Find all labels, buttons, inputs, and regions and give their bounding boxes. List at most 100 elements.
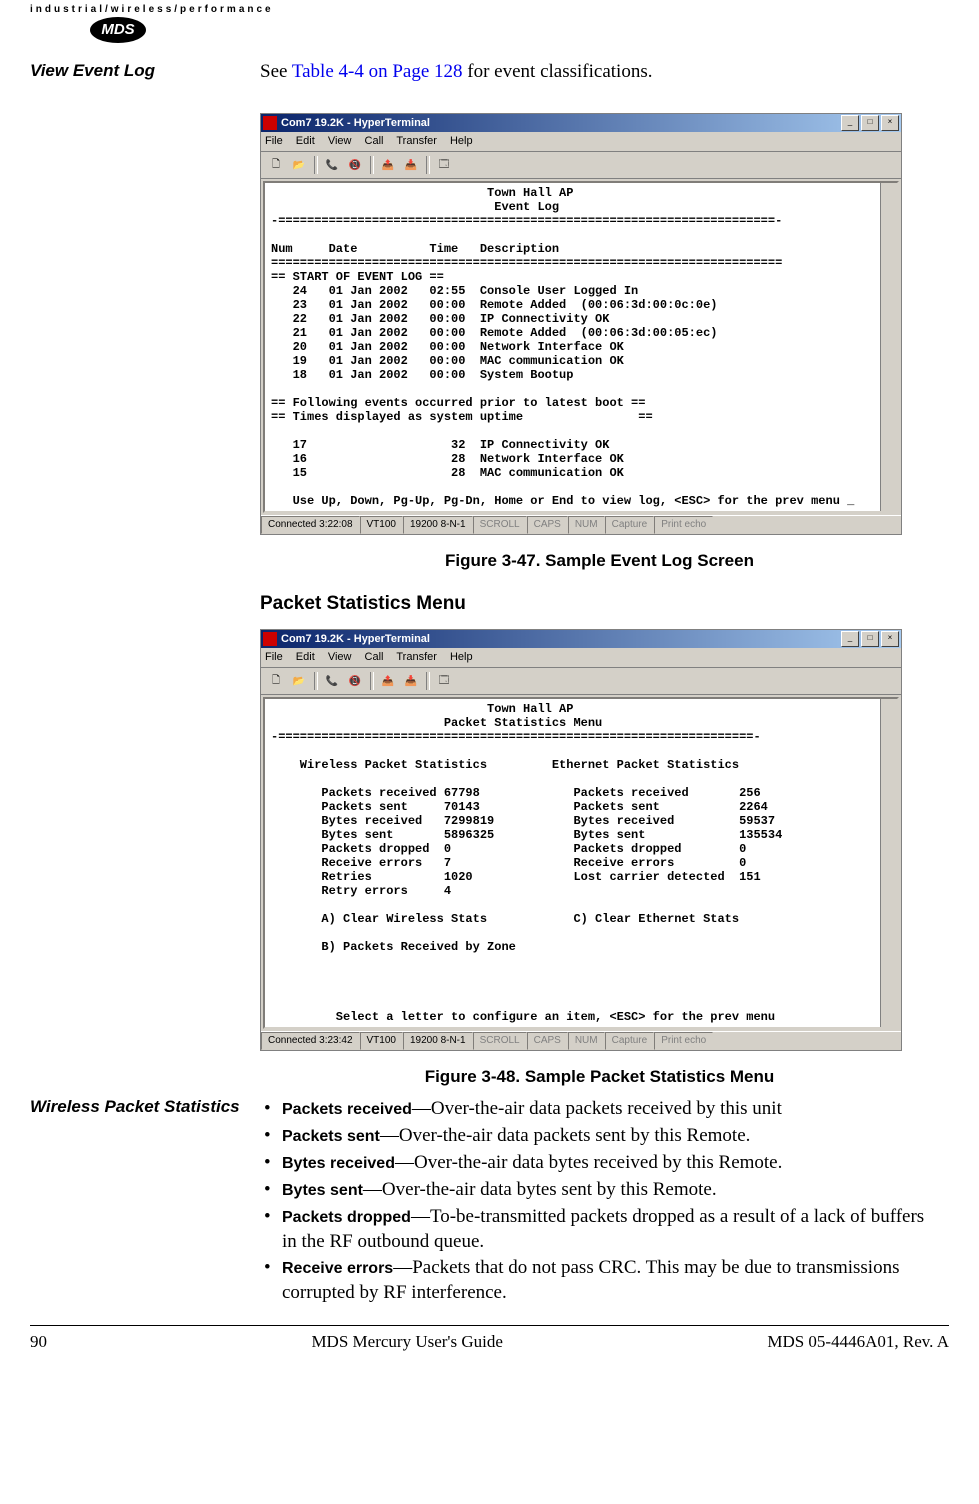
term: Packets dropped [282, 1209, 411, 1226]
heading-wireless-packet-stats: Wireless Packet Statistics [30, 1097, 260, 1117]
row-wireless-stats: Wireless Packet Statistics Packets recei… [30, 1097, 949, 1307]
event-log-terminal: Com7 19.2K - HyperTerminal _ □ × File Ed… [260, 113, 902, 535]
description: —Over-the-air data bytes sent by this Re… [363, 1179, 717, 1200]
toolbar-open-icon[interactable]: 📂 [288, 155, 310, 175]
minimize-button[interactable]: _ [841, 631, 859, 647]
description: —Over-the-air data packets sent by this … [380, 1125, 751, 1146]
toolbar-send-icon[interactable]: 📤 [377, 155, 399, 175]
toolbar-call-icon[interactable]: 📞 [321, 671, 343, 691]
toolbar-new-icon[interactable]: 🗋 [265, 155, 287, 175]
term: Receive errors [282, 1260, 393, 1277]
status-caps: CAPS [527, 1032, 568, 1050]
menu-view[interactable]: View [328, 135, 352, 147]
menu-call[interactable]: Call [365, 651, 384, 663]
close-button[interactable]: × [881, 115, 899, 131]
toolbar-open-icon[interactable]: 📂 [288, 671, 310, 691]
menu-edit[interactable]: Edit [296, 651, 315, 663]
description: —Over-the-air data bytes received by thi… [395, 1152, 782, 1173]
status-baud: 19200 8-N-1 [403, 1032, 473, 1050]
menu-bar: File Edit View Call Transfer Help [261, 132, 901, 152]
menu-transfer[interactable]: Transfer [396, 135, 437, 147]
status-emulation: VT100 [360, 516, 403, 534]
intro-suffix: for event classifications. [463, 61, 653, 82]
toolbar-hangup-icon[interactable]: 📵 [344, 155, 366, 175]
status-scroll: SCROLL [473, 516, 527, 534]
toolbar: 🗋 📂 📞 📵 📤 📥 🗔 [261, 152, 901, 179]
toolbar-receive-icon[interactable]: 📥 [400, 671, 422, 691]
menu-view[interactable]: View [328, 651, 352, 663]
row-view-event-log: View Event Log See Table 4-4 on Page 128… [30, 61, 949, 1087]
header-tagline: industrial/wireless/performance [30, 0, 949, 15]
status-capture: Capture [605, 516, 655, 534]
maximize-button[interactable]: □ [861, 115, 879, 131]
toolbar-receive-icon[interactable]: 📥 [400, 155, 422, 175]
list-item: Bytes received—Over-the-air data bytes r… [260, 1151, 939, 1176]
status-capture: Capture [605, 1032, 655, 1050]
packet-stats-terminal: Com7 19.2K - HyperTerminal _ □ × File Ed… [260, 629, 902, 1051]
status-num: NUM [568, 1032, 605, 1050]
toolbar-call-icon[interactable]: 📞 [321, 155, 343, 175]
menu-edit[interactable]: Edit [296, 135, 315, 147]
status-print: Print echo [654, 516, 713, 534]
menu-call[interactable]: Call [365, 135, 384, 147]
titlebar: Com7 19.2K - HyperTerminal _ □ × [261, 114, 901, 132]
footer-title: MDS Mercury User's Guide [311, 1332, 502, 1352]
menu-file[interactable]: File [265, 651, 283, 663]
toolbar-separator [314, 672, 318, 690]
description: —Over-the-air data packets received by t… [412, 1098, 782, 1119]
menu-help[interactable]: Help [450, 651, 473, 663]
figure-caption-2: Figure 3-48. Sample Packet Statistics Me… [260, 1067, 939, 1087]
toolbar-separator [426, 672, 430, 690]
toolbar-properties-icon[interactable]: 🗔 [433, 671, 455, 691]
table-reference-link[interactable]: Table 4-4 on Page 128 [292, 61, 463, 82]
heading-packet-stats: Packet Statistics Menu [260, 593, 939, 615]
toolbar-send-icon[interactable]: 📤 [377, 671, 399, 691]
status-caps: CAPS [527, 516, 568, 534]
list-item: Packets sent—Over-the-air data packets s… [260, 1124, 939, 1149]
page-number: 90 [30, 1332, 47, 1352]
bullet-list: Packets received—Over-the-air data packe… [260, 1097, 939, 1305]
minimize-button[interactable]: _ [841, 115, 859, 131]
toolbar-new-icon[interactable]: 🗋 [265, 671, 287, 691]
toolbar-separator [370, 672, 374, 690]
intro-text: See Table 4-4 on Page 128 for event clas… [260, 61, 939, 83]
figure-caption-1: Figure 3-47. Sample Event Log Screen [260, 551, 939, 571]
status-emulation: VT100 [360, 1032, 403, 1050]
toolbar: 🗋 📂 📞 📵 📤 📥 🗔 [261, 668, 901, 695]
term: Bytes sent [282, 1182, 363, 1199]
status-bar: Connected 3:22:08 VT100 19200 8-N-1 SCRO… [261, 515, 901, 534]
menu-help[interactable]: Help [450, 135, 473, 147]
intro-prefix: See [260, 61, 292, 82]
app-icon [263, 116, 277, 130]
list-item: Packets received—Over-the-air data packe… [260, 1097, 939, 1122]
status-num: NUM [568, 516, 605, 534]
status-bar: Connected 3:23:42 VT100 19200 8-N-1 SCRO… [261, 1031, 901, 1050]
app-icon [263, 632, 277, 646]
toolbar-properties-icon[interactable]: 🗔 [433, 155, 455, 175]
term: Packets received [282, 1101, 412, 1118]
toolbar-separator [426, 156, 430, 174]
term: Bytes received [282, 1155, 395, 1172]
toolbar-separator [314, 156, 318, 174]
maximize-button[interactable]: □ [861, 631, 879, 647]
term: Packets sent [282, 1128, 380, 1145]
footer-docid: MDS 05-4446A01, Rev. A [767, 1332, 949, 1352]
status-scroll: SCROLL [473, 1032, 527, 1050]
toolbar-hangup-icon[interactable]: 📵 [344, 671, 366, 691]
page: industrial/wireless/performance MDS View… [0, 0, 979, 1352]
menu-bar: File Edit View Call Transfer Help [261, 648, 901, 668]
list-item: Receive errors—Packets that do not pass … [260, 1256, 939, 1305]
menu-transfer[interactable]: Transfer [396, 651, 437, 663]
window-title: Com7 19.2K - HyperTerminal [281, 633, 839, 645]
status-print: Print echo [654, 1032, 713, 1050]
scrollbar[interactable] [880, 699, 897, 1027]
close-button[interactable]: × [881, 631, 899, 647]
logo-wrap: MDS [90, 17, 949, 43]
terminal-content[interactable]: Town Hall AP Packet Statistics Menu -===… [263, 697, 899, 1029]
titlebar: Com7 19.2K - HyperTerminal _ □ × [261, 630, 901, 648]
scrollbar[interactable] [880, 183, 897, 511]
page-footer: 90 MDS Mercury User's Guide MDS 05-4446A… [30, 1325, 949, 1352]
mds-logo: MDS [90, 17, 146, 43]
menu-file[interactable]: File [265, 135, 283, 147]
terminal-content[interactable]: Town Hall AP Event Log -================… [263, 181, 899, 513]
